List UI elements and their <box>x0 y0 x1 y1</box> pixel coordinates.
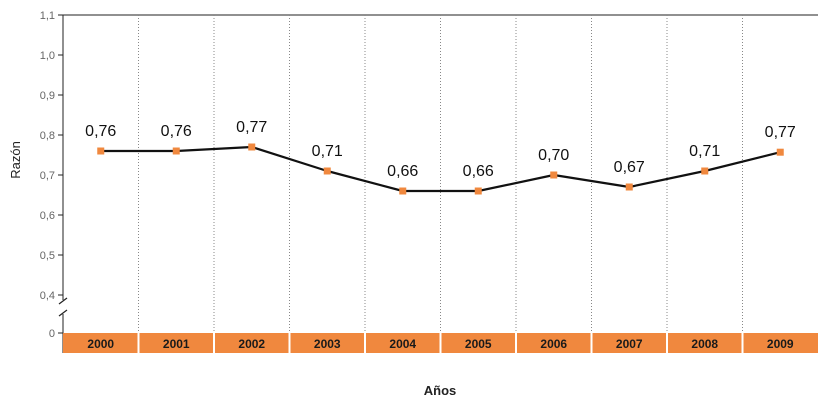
data-label: 0,66 <box>463 163 494 180</box>
data-point <box>776 148 784 156</box>
data-label: 0,77 <box>236 119 267 136</box>
data-point <box>625 183 633 191</box>
data-point <box>323 167 331 175</box>
series-line <box>97 143 784 195</box>
x-tick-label: 2003 <box>314 337 341 351</box>
grid-lines <box>63 14 818 333</box>
category-band: 2000 2001 2002 2003 2004 2005 2006 2007 2008 2009 <box>63 333 818 353</box>
data-label: 0,70 <box>538 147 569 164</box>
data-point <box>97 147 105 155</box>
y-tick-label: 0 <box>49 328 55 340</box>
y-tick-label: 0,7 <box>40 170 55 182</box>
y-tick-label: 0,6 <box>40 210 55 222</box>
y-tick-label: 0,8 <box>40 130 55 142</box>
x-tick-label: 2005 <box>465 337 492 351</box>
data-point <box>550 171 558 179</box>
y-tick-label: 1,0 <box>40 50 55 62</box>
data-label: 0,66 <box>387 163 418 180</box>
y-tick-label: 1,1 <box>40 10 55 22</box>
axis-break-mark <box>58 297 68 305</box>
x-tick-label: 2004 <box>389 337 416 351</box>
data-point <box>701 167 709 175</box>
x-axis-title: Años <box>424 383 457 398</box>
x-tick-label: 2009 <box>767 337 794 351</box>
data-label: 0,67 <box>614 159 645 176</box>
y-tick-label: 0,4 <box>40 290 55 302</box>
data-point <box>248 143 256 151</box>
data-label: 0,77 <box>765 124 796 141</box>
axis-break-mark <box>58 309 68 317</box>
y-axis: 1,1 1,0 0,9 0,8 0,7 0,6 0,5 0,4 0 <box>40 10 68 353</box>
x-tick-label: 2006 <box>540 337 567 351</box>
series-line-path <box>100 145 781 193</box>
data-label: 0,76 <box>85 123 116 140</box>
x-tick-label: 2000 <box>87 337 114 351</box>
data-point <box>399 187 407 195</box>
data-label: 0,71 <box>312 143 343 160</box>
y-tick-label: 0,9 <box>40 90 55 102</box>
data-label: 0,76 <box>161 123 192 140</box>
y-tick-label: 0,5 <box>40 250 55 262</box>
data-point <box>474 187 482 195</box>
x-tick-label: 2007 <box>616 337 643 351</box>
data-label: 0,71 <box>689 143 720 160</box>
x-tick-label: 2008 <box>691 337 718 351</box>
x-tick-label: 2002 <box>238 337 265 351</box>
data-labels: 0,76 0,76 0,77 0,71 0,66 0,66 0,70 0,67 0,71 0,77 <box>85 119 796 180</box>
x-tick-label: 2001 <box>163 337 190 351</box>
y-axis-title: Razón <box>8 141 23 179</box>
data-point <box>172 147 180 155</box>
